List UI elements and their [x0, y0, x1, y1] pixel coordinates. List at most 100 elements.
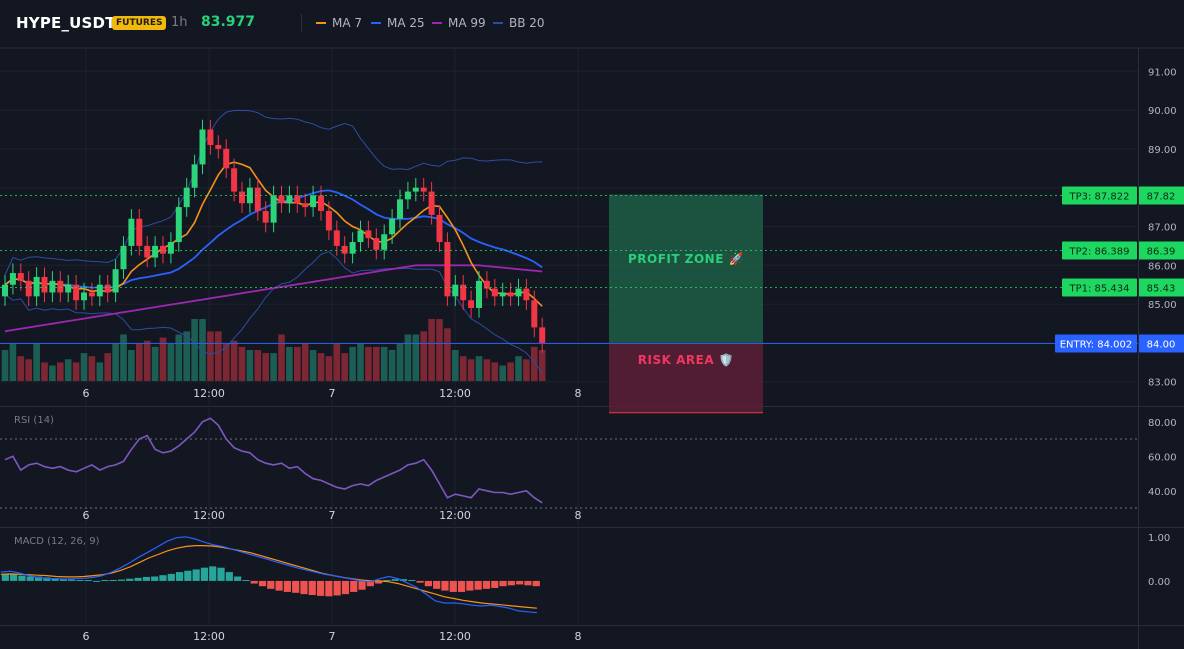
price-axis-label: 91.00	[1148, 67, 1177, 78]
volume-bar	[80, 353, 88, 381]
macd-histogram-bar	[117, 579, 126, 581]
macd-histogram-bar	[482, 580, 491, 589]
level-tag-text: ENTRY: 84.002	[1060, 340, 1133, 351]
ma99-swatch-icon	[432, 22, 442, 24]
candle-body	[452, 284, 459, 297]
symbol-name[interactable]: HYPE_USDT	[16, 14, 116, 32]
candle-body	[460, 284, 467, 301]
macd-histogram-bar	[275, 580, 283, 591]
candle-body	[381, 234, 388, 250]
axis-price-text: 84.00	[1147, 340, 1176, 351]
candle-body	[270, 195, 277, 223]
candle-body	[254, 187, 261, 211]
volume-bar	[120, 334, 127, 381]
macd-line	[0, 536, 537, 614]
profit-zone	[609, 194, 763, 343]
legend-bb20[interactable]: BB 20	[493, 16, 545, 30]
macd-histogram-bar	[242, 580, 250, 582]
volume-bar	[143, 340, 151, 381]
volume-bar	[467, 359, 475, 381]
header-divider	[301, 14, 302, 32]
macd-histogram-bar	[92, 580, 101, 582]
volume-bar	[365, 346, 372, 381]
volume-bar	[64, 359, 72, 381]
axis-price-text: 86.39	[1147, 247, 1176, 258]
macd-histogram-bar	[101, 580, 109, 582]
candle-body	[9, 273, 16, 285]
macd-histogram-bar	[258, 580, 267, 587]
legend-ma25[interactable]: MA 25	[371, 16, 425, 30]
candle-body	[207, 129, 214, 146]
candle-body	[373, 238, 380, 250]
volume-bar	[380, 346, 388, 381]
volume-bar	[523, 359, 530, 381]
legend-ma99-label: MA 99	[448, 16, 486, 30]
rsi-axis-label: 40.00	[1148, 487, 1177, 498]
time-axis-label: 8	[575, 387, 582, 400]
macd-histogram-bar	[209, 566, 217, 581]
volume-bar	[72, 362, 80, 381]
ma99-line	[4, 264, 543, 333]
candle-body	[17, 273, 24, 281]
time-axis-label: 12:00	[193, 387, 225, 400]
candle-body	[341, 245, 348, 254]
legend-ma7[interactable]: MA 7	[316, 16, 362, 30]
volume-bar	[33, 343, 40, 381]
volume-bar	[151, 346, 159, 381]
macd-histogram-bar	[457, 580, 466, 592]
volume-bar	[507, 362, 514, 381]
volume-bar	[167, 343, 175, 381]
macd-histogram-bar	[308, 580, 316, 596]
macd-histogram-bar	[68, 579, 76, 581]
volume-bar	[112, 343, 119, 381]
macd-histogram-bar	[524, 580, 532, 586]
price-axis-label: 83.00	[1148, 378, 1177, 389]
volume-bar	[412, 334, 420, 381]
volume-bar	[246, 350, 254, 381]
candle-body	[175, 207, 182, 243]
legend-ma7-label: MA 7	[332, 16, 363, 30]
volume-bar	[301, 343, 309, 381]
candle-body	[199, 129, 206, 165]
candle-body	[191, 164, 198, 188]
volume-bar	[136, 343, 143, 381]
candle-body	[160, 245, 166, 254]
macd-histogram-bar	[126, 578, 134, 581]
candle-body	[444, 242, 451, 297]
macd-histogram-bar	[507, 580, 515, 586]
macd-histogram-bar	[350, 580, 358, 592]
macd-histogram-bar	[51, 578, 59, 581]
risk-zone-label: RISK AREA 🛡️	[638, 353, 734, 367]
chart-header: HYPE_USDT FUTURES 1h 83.977 MA 7 MA 25 M…	[0, 0, 1184, 48]
level-tag-text: TP1: 85.434	[1068, 284, 1129, 295]
macd-histogram-bar	[192, 569, 200, 581]
price-axis-label: 86.00	[1148, 261, 1177, 272]
time-axis-label: 6	[83, 509, 90, 522]
macd-histogram-bar	[325, 580, 333, 597]
volume-bar	[317, 353, 325, 381]
axis-price-tag	[1139, 334, 1184, 353]
volume-bar	[388, 350, 396, 381]
volume-bar	[17, 356, 25, 381]
volume-bar	[96, 362, 104, 381]
timeframe-label[interactable]: 1h	[171, 15, 188, 30]
volume-bar	[183, 331, 190, 381]
time-axis-label: 6	[83, 630, 90, 643]
macd-histogram-bar	[441, 580, 449, 591]
volume-bar	[49, 365, 56, 381]
macd-axis-label: 0.00	[1148, 577, 1170, 588]
candle-body	[412, 187, 419, 192]
macd-histogram-bar	[416, 580, 424, 583]
macd-histogram-bar	[167, 573, 175, 581]
macd-histogram-bar	[292, 580, 300, 593]
volume-bar	[357, 343, 364, 381]
volume-bar	[254, 350, 262, 381]
legend-ma99[interactable]: MA 99	[432, 16, 486, 30]
level-tag	[1055, 334, 1137, 353]
macd-histogram-bar	[424, 580, 432, 587]
axis-price-tag	[1139, 278, 1184, 297]
volume-bar	[349, 346, 356, 381]
volume-bar	[57, 362, 64, 381]
volume-bar	[9, 343, 17, 381]
